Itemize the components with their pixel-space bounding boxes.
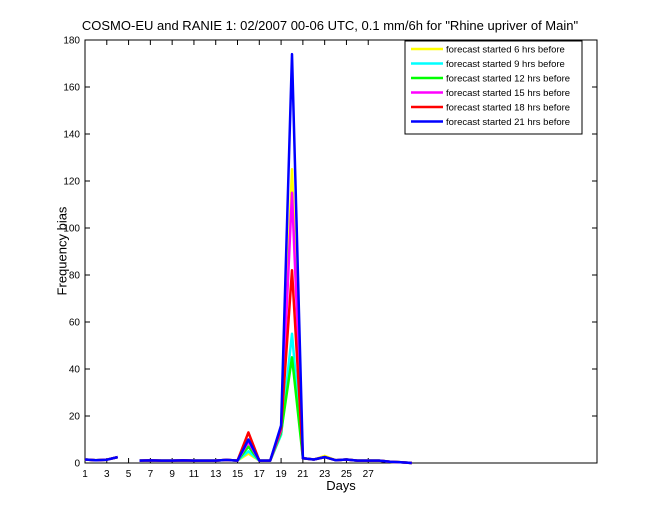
legend-entry: forecast started 21 hrs before <box>446 117 570 128</box>
y-tick-label: 120 <box>63 177 80 188</box>
legend-entry: forecast started 9 hrs before <box>446 59 565 70</box>
x-tick-label: 23 <box>319 469 331 480</box>
x-axis-label: Days <box>326 478 356 493</box>
series-line-4 <box>139 269 412 465</box>
series-line-5 <box>84 455 118 462</box>
y-tick-label: 100 <box>63 224 80 235</box>
x-tick-label: 17 <box>254 469 266 480</box>
legend-box <box>404 40 583 135</box>
x-tick-label: 3 <box>104 469 110 480</box>
legend-entry: forecast started 6 hrs before <box>446 45 565 56</box>
legend-entry: forecast started 12 hrs before <box>446 74 570 85</box>
x-tick-label: 27 <box>363 469 375 480</box>
x-tick-label: 5 <box>126 469 132 480</box>
legend-entry: forecast started 15 hrs before <box>446 88 570 99</box>
plot-area-frame <box>84 39 598 464</box>
y-tick-label: 160 <box>63 83 80 94</box>
x-tick-label: 25 <box>341 469 353 480</box>
y-tick-label: 20 <box>69 412 81 423</box>
x-tick-label: 11 <box>189 469 200 480</box>
x-tick-label: 15 <box>232 469 244 480</box>
x-tick-label: 7 <box>148 469 154 480</box>
x-tick-label: 19 <box>276 469 288 480</box>
series-line-3 <box>139 191 412 465</box>
series-line-0 <box>139 168 412 465</box>
x-tick-label: 21 <box>297 469 309 480</box>
y-tick-label: 40 <box>69 365 81 376</box>
y-tick-label: 80 <box>69 271 81 282</box>
legend-entry: forecast started 18 hrs before <box>446 103 570 114</box>
x-tick-label: 1 <box>82 469 88 480</box>
y-tick-label: 0 <box>74 459 80 470</box>
chart-title: COSMO-EU and RANIE 1: 02/2007 00-06 UTC,… <box>81 18 579 33</box>
y-tick-label: 60 <box>69 318 81 329</box>
x-tick-label: 9 <box>169 469 175 480</box>
y-tick-label: 180 <box>63 36 80 47</box>
y-tick-label: 140 <box>63 130 80 141</box>
series-line-5 <box>139 52 412 465</box>
x-tick-label: 13 <box>210 469 222 480</box>
